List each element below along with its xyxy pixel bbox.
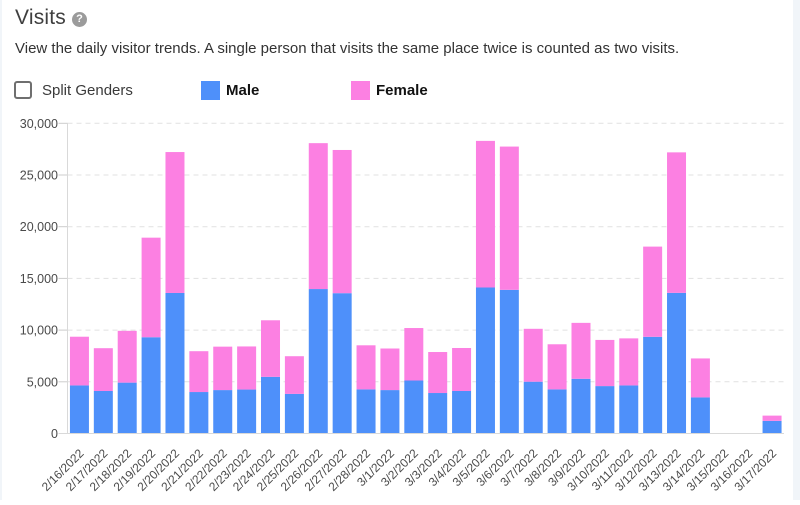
bar-female-3/14/2022[interactable] — [690, 358, 710, 398]
y-axis-label: 20,000 — [20, 220, 58, 234]
y-axis-label: 15,000 — [20, 272, 58, 286]
bar-male-3/2/2022[interactable] — [404, 380, 424, 434]
male-color-swatch — [201, 81, 220, 100]
page-title: Visits — [15, 6, 66, 29]
bar-female-2/22/2022[interactable] — [213, 346, 233, 391]
y-axis-label: 0 — [51, 427, 58, 441]
page-background-left-strip — [0, 0, 2, 500]
bar-female-3/10/2022[interactable] — [595, 339, 615, 387]
bar-female-3/8/2022[interactable] — [547, 344, 567, 390]
bar-male-3/8/2022[interactable] — [547, 389, 567, 434]
bar-male-3/5/2022[interactable] — [475, 287, 495, 434]
bar-female-3/9/2022[interactable] — [571, 322, 591, 379]
bar-female-2/28/2022[interactable] — [356, 345, 376, 390]
bar-female-3/12/2022[interactable] — [643, 246, 663, 337]
bar-male-3/17/2022[interactable] — [762, 420, 782, 434]
bar-female-3/1/2022[interactable] — [380, 348, 400, 391]
bar-male-2/19/2022[interactable] — [141, 337, 161, 434]
bar-male-2/24/2022[interactable] — [261, 376, 281, 434]
bar-female-2/25/2022[interactable] — [284, 356, 304, 394]
question-mark-circle-icon[interactable]: ? — [72, 11, 87, 27]
bar-female-3/2/2022[interactable] — [404, 328, 424, 381]
bar-male-2/20/2022[interactable] — [165, 292, 185, 434]
y-axis-label: 5,000 — [27, 375, 58, 389]
y-axis-label: 30,000 — [20, 117, 58, 131]
bar-female-2/17/2022[interactable] — [93, 348, 113, 392]
bar-female-3/11/2022[interactable] — [619, 338, 639, 386]
bar-male-3/12/2022[interactable] — [643, 336, 663, 434]
bar-male-3/7/2022[interactable] — [523, 381, 543, 434]
bar-male-2/23/2022[interactable] — [237, 389, 257, 434]
bar-male-2/26/2022[interactable] — [308, 289, 328, 434]
bar-male-2/22/2022[interactable] — [213, 390, 233, 434]
legend-female-label: Female — [376, 82, 428, 99]
bar-female-2/27/2022[interactable] — [332, 149, 352, 294]
bar-female-3/3/2022[interactable] — [428, 352, 448, 394]
bar-female-3/7/2022[interactable] — [523, 328, 543, 382]
bar-female-2/23/2022[interactable] — [237, 346, 257, 390]
bar-male-3/11/2022[interactable] — [619, 385, 639, 434]
female-color-swatch — [351, 81, 370, 100]
split-genders-label: Split Genders — [42, 82, 133, 99]
bar-female-2/18/2022[interactable] — [117, 330, 137, 383]
bar-male-3/3/2022[interactable] — [428, 393, 448, 434]
bar-male-2/17/2022[interactable] — [93, 391, 113, 434]
bar-female-2/16/2022[interactable] — [69, 336, 89, 386]
bar-male-3/1/2022[interactable] — [380, 390, 400, 434]
bar-female-2/26/2022[interactable] — [308, 143, 328, 290]
bar-female-3/17/2022[interactable] — [762, 415, 782, 421]
bar-male-2/18/2022[interactable] — [117, 382, 137, 434]
bar-male-2/21/2022[interactable] — [189, 392, 209, 434]
bar-female-2/20/2022[interactable] — [165, 152, 185, 293]
bar-female-3/6/2022[interactable] — [499, 146, 519, 290]
bar-female-3/4/2022[interactable] — [452, 347, 472, 392]
bar-male-3/9/2022[interactable] — [571, 378, 591, 434]
bar-male-2/28/2022[interactable] — [356, 389, 376, 434]
legend-male-label: Male — [226, 82, 260, 99]
bar-male-3/13/2022[interactable] — [667, 292, 687, 434]
bar-female-3/5/2022[interactable] — [475, 140, 495, 288]
bar-female-2/21/2022[interactable] — [189, 351, 209, 393]
bar-male-3/4/2022[interactable] — [452, 391, 472, 434]
bar-male-3/14/2022[interactable] — [690, 397, 710, 434]
panel-header: Visits ? — [15, 6, 87, 30]
y-axis-label: 10,000 — [20, 324, 58, 338]
bar-male-3/10/2022[interactable] — [595, 386, 615, 434]
visits-panel: Visits ? View the daily visitor trends. … — [2, 0, 793, 500]
y-axis-label: 25,000 — [20, 169, 58, 183]
bar-female-2/19/2022[interactable] — [141, 237, 161, 338]
bar-female-3/13/2022[interactable] — [667, 152, 687, 293]
panel-subtitle: View the daily visitor trends. A single … — [15, 40, 680, 57]
bar-female-2/24/2022[interactable] — [261, 320, 281, 377]
bar-male-2/25/2022[interactable] — [284, 393, 304, 434]
bar-male-3/6/2022[interactable] — [499, 289, 519, 434]
bar-male-2/16/2022[interactable] — [69, 385, 89, 434]
split-genders-checkbox[interactable] — [14, 81, 32, 99]
bar-male-2/27/2022[interactable] — [332, 293, 352, 434]
